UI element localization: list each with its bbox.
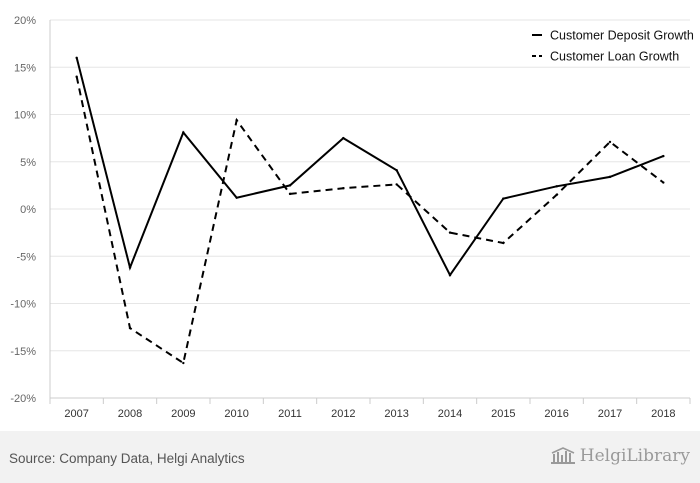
y-tick-label: 10% xyxy=(14,110,36,122)
data-point xyxy=(235,196,238,199)
data-point xyxy=(342,187,345,190)
legend-label: Customer Deposit Growth xyxy=(550,29,694,43)
y-tick-label: 15% xyxy=(14,62,36,74)
data-point xyxy=(342,136,345,140)
data-point xyxy=(235,118,238,122)
y-tick-label: -10% xyxy=(10,299,36,311)
x-tick-label: 2016 xyxy=(544,408,568,420)
x-axis: 2007 2008 2009 2010 2011 2012 2013 2014 2015 2016… xyxy=(49,398,691,420)
data-point xyxy=(182,131,185,134)
series-line-deposit-growth xyxy=(75,57,664,278)
x-tick-label: 2017 xyxy=(598,408,622,420)
x-tick-label: 2009 xyxy=(171,408,195,420)
brand-name: HelgiLibrary xyxy=(579,446,690,466)
data-point xyxy=(288,184,292,187)
source-note: Source: Company Data, Helgi Analytics xyxy=(9,451,245,466)
x-tick-label: 2008 xyxy=(118,408,142,420)
library-icon xyxy=(550,447,575,464)
x-tick-label: 2007 xyxy=(64,408,88,420)
data-point xyxy=(662,181,665,184)
data-point xyxy=(662,154,665,158)
data-point xyxy=(448,273,452,277)
data-point xyxy=(395,169,398,172)
data-point xyxy=(502,241,505,245)
legend: Customer Deposit Growth Customer Loan Gro… xyxy=(532,29,694,64)
x-tick-label: 2015 xyxy=(491,408,515,420)
data-point xyxy=(395,183,398,186)
data-point xyxy=(608,175,612,179)
data-point xyxy=(182,361,185,365)
data-point xyxy=(448,231,452,234)
y-tick-label: -15% xyxy=(10,346,36,358)
legend-label: Customer Loan Growth xyxy=(550,50,679,64)
data-point xyxy=(608,140,612,144)
data-point xyxy=(75,75,78,78)
y-tick-label: 5% xyxy=(20,157,36,169)
y-tick-label: -20% xyxy=(10,393,36,405)
gridlines xyxy=(50,19,690,399)
brand-logo: HelgiLibrary xyxy=(550,446,690,466)
data-point xyxy=(555,193,558,197)
x-tick-label: 2014 xyxy=(438,408,462,420)
data-point xyxy=(75,56,78,59)
data-point xyxy=(288,192,292,196)
x-tick-label: 2018 xyxy=(651,408,675,420)
y-axis: 20% 15% 10% 5% 0% -5% -10% -15% -20% xyxy=(10,15,51,405)
x-tick-label: 2010 xyxy=(224,408,248,420)
series-lines xyxy=(75,56,665,365)
data-point xyxy=(128,266,132,269)
x-tick-label: 2012 xyxy=(331,408,355,420)
x-tick-label: 2013 xyxy=(384,408,408,420)
data-point xyxy=(128,326,132,330)
footer-bar: Source: Company Data, Helgi Analytics He… xyxy=(0,431,700,483)
y-tick-label: 0% xyxy=(20,204,36,216)
series-line-loan-growth xyxy=(75,76,664,365)
line-chart: 20%15%10%5%0%-5%-10%-15%-20% 2007 2008 200… xyxy=(10,15,694,420)
y-tick-label: -5% xyxy=(16,251,36,263)
y-tick-label: 20% xyxy=(14,15,36,27)
data-point xyxy=(502,197,505,200)
data-point xyxy=(555,185,558,188)
x-tick-label: 2011 xyxy=(278,408,302,420)
